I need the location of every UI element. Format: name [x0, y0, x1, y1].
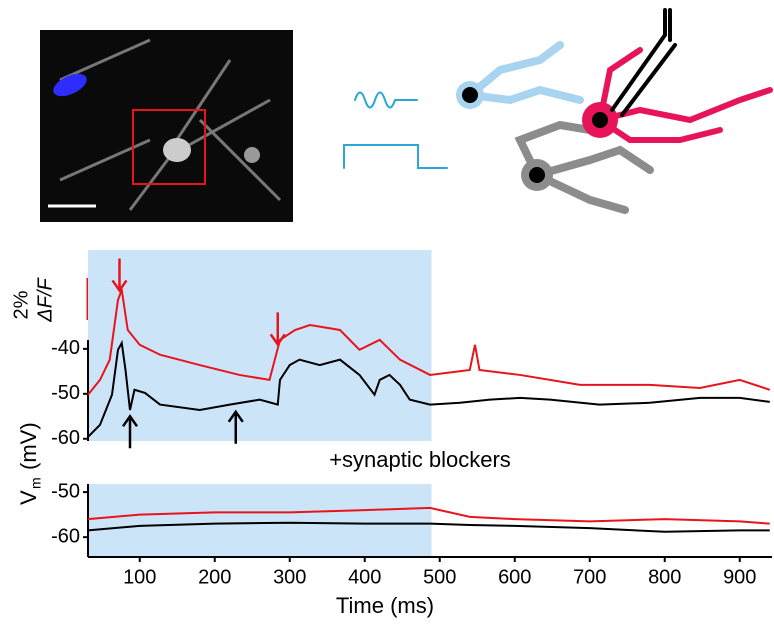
arrow — [269, 312, 286, 347]
y-label-sub: m — [28, 477, 44, 489]
x-tick-label: 900 — [723, 566, 756, 588]
trace — [87, 286, 771, 396]
y-axis-label: V m (mV) — [16, 422, 44, 505]
x-tick-label: 800 — [648, 566, 681, 588]
y-tick-label: -60 — [51, 427, 80, 449]
micrograph — [40, 30, 293, 222]
arrow — [111, 258, 128, 293]
x-tick-label: 500 — [423, 566, 456, 588]
shaded-region — [88, 250, 432, 441]
x-axis-label: Time (ms) — [336, 593, 434, 618]
x-tick-label: 400 — [348, 566, 381, 588]
shaded-region — [88, 484, 432, 557]
arrow — [227, 409, 244, 444]
x-tick-label: 700 — [573, 566, 606, 588]
arrow — [121, 414, 139, 449]
y-tick-label: -40 — [51, 337, 80, 359]
x-tick-label: 200 — [198, 566, 231, 588]
x-tick-label: 100 — [123, 566, 156, 588]
y-tick-label: -50 — [51, 480, 80, 502]
neuron-diagram — [343, 8, 773, 214]
x-tick-label: 600 — [498, 566, 531, 588]
y-tick-label: -60 — [51, 525, 80, 547]
scale-bar-label: 2% — [10, 290, 32, 319]
trace — [87, 506, 770, 525]
y-label-main: V — [16, 490, 41, 505]
y-label-unit: (mV) — [16, 422, 41, 470]
annotation: +synaptic blockers — [329, 447, 511, 472]
trace — [87, 521, 770, 533]
x-tick-label: 300 — [273, 566, 306, 588]
scale-bar-sublabel: ΔF/F — [34, 277, 56, 323]
trace — [87, 339, 770, 438]
y-tick-label: -50 — [51, 382, 80, 404]
